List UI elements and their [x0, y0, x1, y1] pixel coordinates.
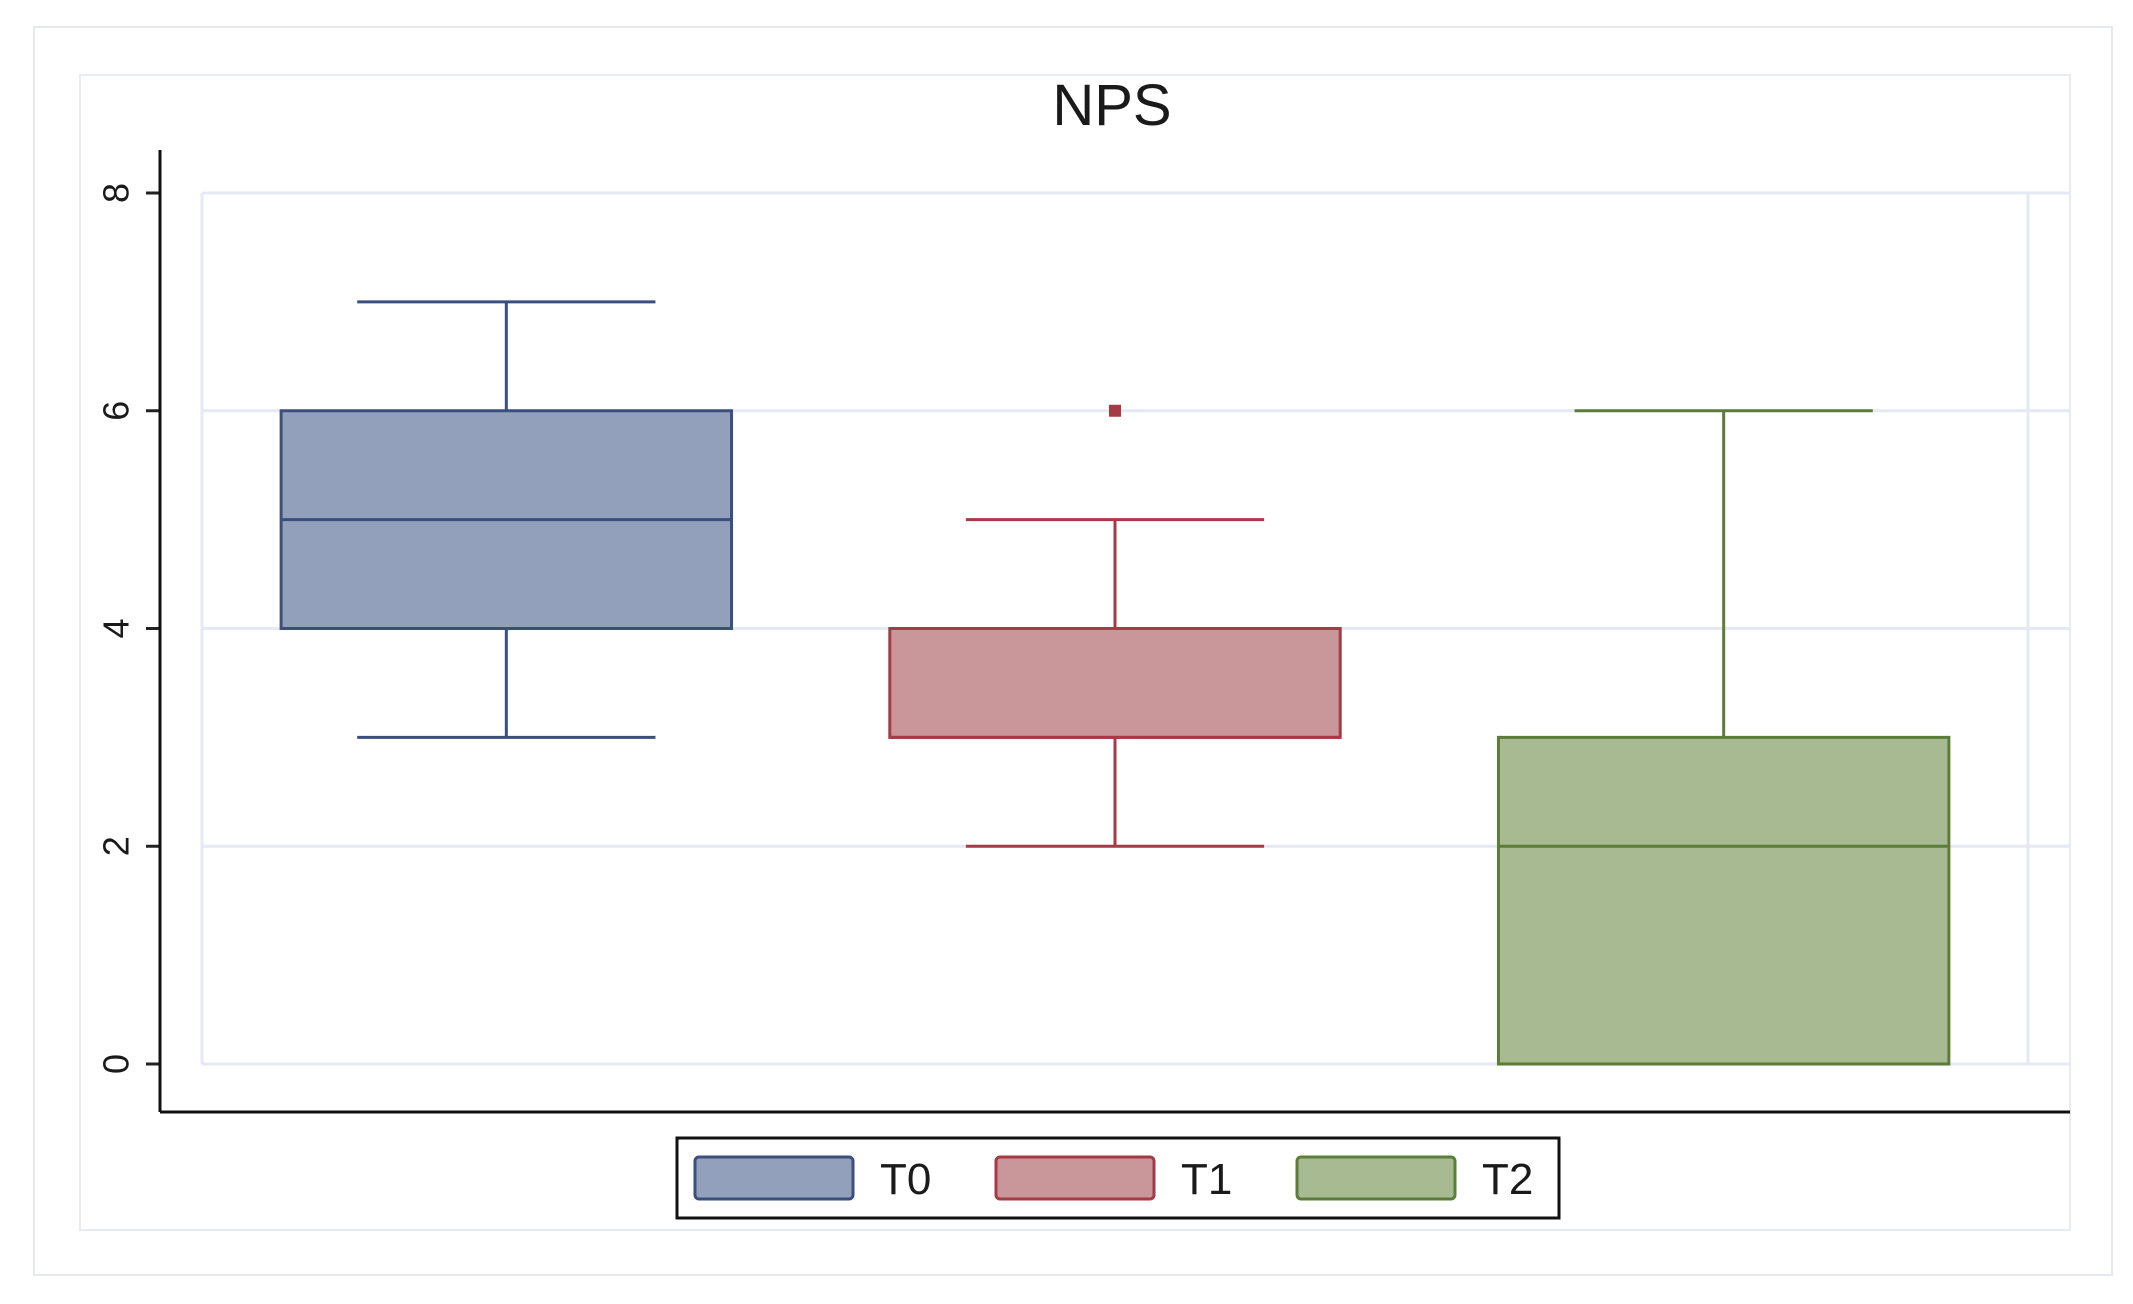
y-tick-label-4: 4: [96, 618, 137, 638]
y-axis: 0 2 4 6 8: [96, 150, 2070, 1114]
legend-label-T0: T0: [880, 1155, 931, 1204]
legend-label-T2: T2: [1482, 1155, 1533, 1204]
legend-swatch-T2: [1295, 1155, 1457, 1201]
legend: T0 T1 T2: [675, 1136, 1561, 1220]
y-tick-label-6: 6: [96, 401, 137, 421]
box-T0: [279, 300, 734, 739]
outlier-T1-0: [1109, 404, 1121, 417]
y-tick-label-2: 2: [96, 836, 137, 856]
box-series: [279, 300, 1951, 1066]
box-body-T2: [1496, 735, 1951, 1066]
legend-swatch-T0: [693, 1155, 855, 1201]
box-T1: [888, 404, 1342, 848]
chart-title: NPS: [1052, 73, 1171, 138]
box-body-T1: [888, 627, 1342, 739]
legend-label-T1: T1: [1181, 1155, 1232, 1204]
y-tick-label-8: 8: [96, 183, 137, 203]
box-T2: [1496, 409, 1951, 1066]
legend-swatch-T1: [994, 1155, 1156, 1201]
y-tick-label-0: 0: [96, 1054, 137, 1074]
plot-region: [79, 74, 2071, 1231]
